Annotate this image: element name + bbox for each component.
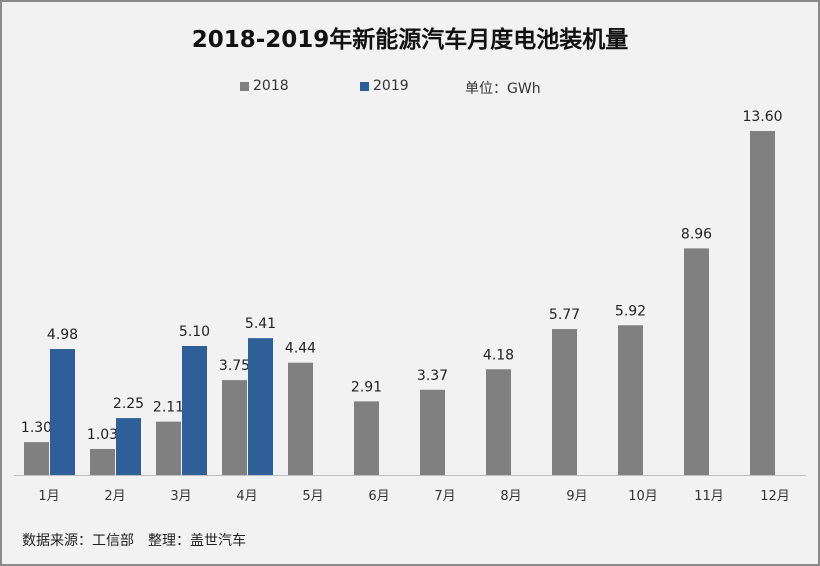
- data-label-2018: 1.30: [21, 420, 52, 436]
- data-label-2018: 2.91: [351, 379, 382, 395]
- data-label-2018: 8.96: [681, 226, 712, 242]
- data-label-2018: 13.60: [742, 109, 782, 125]
- legend-item-2018: 2018: [240, 78, 289, 94]
- legend-item-2019: 2019: [360, 78, 409, 94]
- bar-2019: [50, 349, 75, 475]
- bar-2018: [552, 329, 577, 475]
- x-tick-label: 10月: [628, 489, 658, 504]
- x-tick-label: 2月: [104, 489, 125, 504]
- data-label-2018: 2.11: [153, 400, 184, 416]
- x-tick-label: 5月: [302, 489, 323, 504]
- legend-label-2019: 2019: [373, 78, 409, 94]
- bar-2018: [354, 401, 379, 475]
- bar-2018: [24, 442, 49, 475]
- x-tick-label: 8月: [500, 489, 521, 504]
- data-label-2018: 4.18: [483, 347, 514, 363]
- data-label-2018: 3.37: [417, 368, 448, 384]
- unit-label: 单位：GWh: [465, 81, 541, 97]
- bar-2019: [116, 418, 141, 475]
- data-label-2019: 5.10: [179, 324, 210, 340]
- bar-2018: [222, 380, 247, 475]
- x-tick-label: 1月: [38, 489, 59, 504]
- legend-label-2018: 2018: [253, 78, 289, 94]
- bar-2018: [486, 369, 511, 475]
- bar-2018: [420, 389, 445, 475]
- x-tick-label: 7月: [434, 489, 455, 504]
- bar-2018: [750, 131, 775, 475]
- data-label-2018: 5.92: [615, 303, 646, 319]
- data-label-2018: 5.77: [549, 307, 580, 323]
- bar-2018: [156, 421, 181, 475]
- x-tick-label: 4月: [236, 489, 257, 504]
- data-label-2018: 1.03: [87, 427, 118, 443]
- x-tick-label: 3月: [170, 489, 191, 504]
- data-label-2019: 5.41: [245, 316, 276, 332]
- x-tick-label: 6月: [368, 489, 389, 504]
- x-tick-label: 11月: [694, 489, 724, 504]
- data-label-2019: 2.25: [113, 396, 144, 412]
- chart-title: 2018-2019年新能源汽车月度电池装机量: [191, 27, 629, 53]
- bar-2018: [684, 248, 709, 475]
- data-label-2018: 4.44: [285, 341, 316, 357]
- x-tick-label: 9月: [566, 489, 587, 504]
- source-note: 数据来源：工信部 整理：盖世汽车: [22, 533, 246, 549]
- x-tick-label: 12月: [760, 489, 790, 504]
- data-label-2018: 3.75: [219, 358, 250, 374]
- bar-2019: [182, 346, 207, 475]
- legend-swatch-2019: [360, 81, 369, 91]
- bar-2019: [248, 338, 273, 475]
- legend-swatch-2018: [240, 81, 249, 91]
- bar-2018: [90, 448, 115, 475]
- bar-2018: [618, 325, 643, 475]
- data-label-2019: 4.98: [47, 327, 78, 343]
- bar-2018: [288, 362, 313, 475]
